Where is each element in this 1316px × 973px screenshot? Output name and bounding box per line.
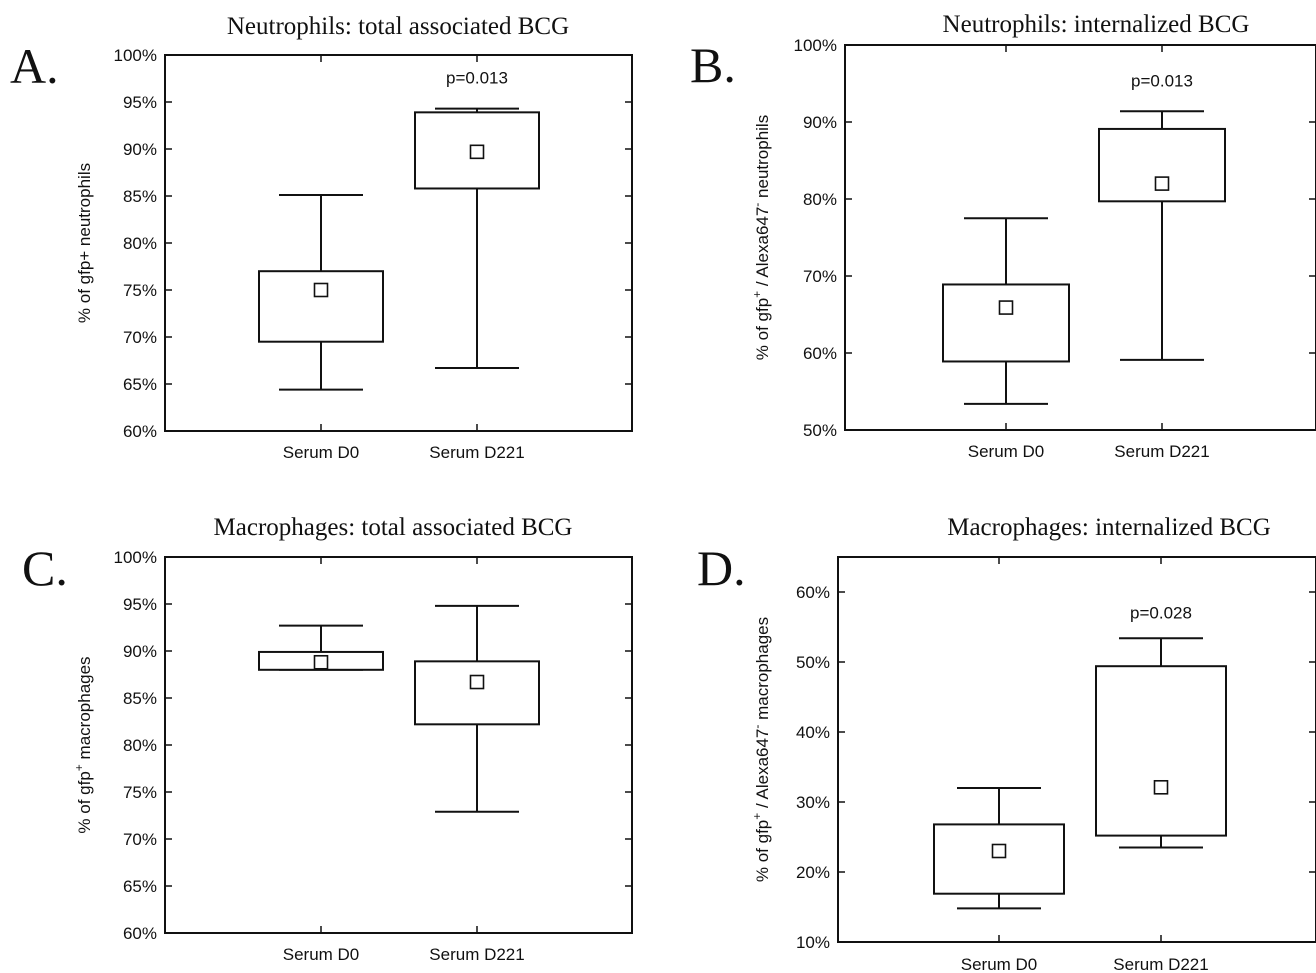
- y-axis-label-superscript: -: [750, 725, 764, 729]
- box-iqr: [1095, 665, 1227, 837]
- x-tick-label: Serum D221: [1113, 955, 1208, 973]
- panel-a: A. Neutrophils: total associated BCG 60% 65…: [10, 13, 633, 462]
- p-value-annotation: p=0.028: [1130, 603, 1192, 622]
- y-tick-label: 65%: [123, 375, 157, 394]
- panel-letter: D.: [697, 540, 746, 596]
- mean-marker: [469, 674, 485, 690]
- y-tick-label: 40%: [796, 723, 830, 742]
- mean-marker: [313, 282, 329, 298]
- plot-frame: [844, 44, 1316, 431]
- y-tick-label: 50%: [803, 421, 837, 440]
- box-iqr: [414, 660, 540, 726]
- y-axis-label-part: % of gfp: [753, 820, 772, 882]
- y-tick-label: 50%: [796, 653, 830, 672]
- y-axis-label-part: macrophages: [75, 656, 94, 764]
- y-tick-label: 60%: [796, 583, 830, 602]
- x-tick-label: Serum D0: [283, 945, 360, 964]
- y-tick-label: 80%: [123, 234, 157, 253]
- x-tick-label: Serum D0: [968, 442, 1045, 461]
- y-tick-label: 60%: [803, 344, 837, 363]
- plot-frame: [837, 556, 1316, 943]
- y-tick-label: 85%: [123, 689, 157, 708]
- y-tick-label: 100%: [114, 548, 157, 567]
- y-tick-label: 95%: [123, 93, 157, 112]
- plot-frame: [164, 556, 633, 934]
- y-tick-label: 75%: [123, 281, 157, 300]
- panel-d: D. Macrophages: internalized BCG 10% 20% 30%…: [697, 514, 1316, 973]
- x-tick-label: Serum D221: [429, 945, 524, 964]
- y-axis-label-part: / Alexa647: [753, 207, 772, 291]
- y-axis-label: % of gfp+ / Alexa647- macrophages: [750, 617, 772, 882]
- y-tick-label: 90%: [123, 140, 157, 159]
- panel-letter: B.: [690, 37, 736, 93]
- y-tick-label: 60%: [123, 924, 157, 943]
- box-iqr: [933, 823, 1065, 895]
- panel-b: B. Neutrophils: internalized BCG 50% 60% 70%…: [690, 11, 1316, 461]
- box-iqr: [258, 270, 384, 343]
- panel-c: C. Macrophages: total associated BCG 60% 65…: [22, 514, 633, 964]
- y-tick-label: 10%: [796, 933, 830, 952]
- x-tick-label: Serum D0: [283, 443, 360, 462]
- y-tick-label: 80%: [803, 190, 837, 209]
- chart-title: Neutrophils: internalized BCG: [943, 11, 1250, 38]
- y-axis-label-part: neutrophils: [753, 115, 772, 203]
- y-axis-label-part: / Alexa647: [753, 729, 772, 813]
- chart-title: Macrophages: internalized BCG: [947, 514, 1271, 541]
- y-tick-label: 70%: [803, 267, 837, 286]
- y-axis-label-part: % of gfp: [753, 298, 772, 360]
- mean-marker: [313, 654, 329, 670]
- mean-marker: [1153, 779, 1169, 795]
- y-axis-label: % of gfp+ macrophages: [72, 656, 94, 833]
- y-axis-label-superscript: -: [750, 203, 764, 207]
- y-tick-label: 85%: [123, 187, 157, 206]
- y-tick-label: 65%: [123, 877, 157, 896]
- y-axis-label-superscript: +: [72, 764, 86, 771]
- y-tick-label: 95%: [123, 595, 157, 614]
- y-tick-label: 100%: [794, 36, 837, 55]
- y-axis-label: % of gfp+ / Alexa647- neutrophils: [750, 115, 772, 360]
- y-tick-label: 75%: [123, 783, 157, 802]
- plot-frame: [164, 54, 633, 432]
- y-tick-label: 90%: [123, 642, 157, 661]
- panel-letter: C.: [22, 540, 68, 596]
- y-tick-label: 70%: [123, 830, 157, 849]
- x-tick-label: Serum D221: [1114, 442, 1209, 461]
- y-tick-label: 60%: [123, 422, 157, 441]
- x-tick-label: Serum D221: [429, 443, 524, 462]
- y-tick-label: 70%: [123, 328, 157, 347]
- y-tick-label: 90%: [803, 113, 837, 132]
- x-tick-label: Serum D0: [961, 955, 1038, 973]
- y-tick-label: 20%: [796, 863, 830, 882]
- y-axis-label-part: macrophages: [753, 617, 772, 725]
- y-axis-label-superscript: +: [750, 813, 764, 820]
- y-axis-label-part: % of gfp: [75, 771, 94, 833]
- p-value-annotation: p=0.013: [1131, 71, 1193, 90]
- y-axis-label-superscript: +: [750, 291, 764, 298]
- y-tick-label: 100%: [114, 46, 157, 65]
- mean-marker: [998, 300, 1014, 315]
- mean-marker: [991, 843, 1007, 859]
- p-value-annotation: p=0.013: [446, 69, 508, 88]
- y-tick-label: 30%: [796, 793, 830, 812]
- y-axis-label: % of gfp+ neutrophils: [75, 163, 94, 323]
- chart-title: Neutrophils: total associated BCG: [227, 13, 569, 40]
- mean-marker: [1154, 176, 1170, 191]
- y-tick-label: 80%: [123, 736, 157, 755]
- panel-letter: A.: [10, 38, 59, 94]
- box-iqr: [942, 283, 1070, 363]
- mean-marker: [469, 144, 485, 160]
- chart-title: Macrophages: total associated BCG: [214, 514, 573, 541]
